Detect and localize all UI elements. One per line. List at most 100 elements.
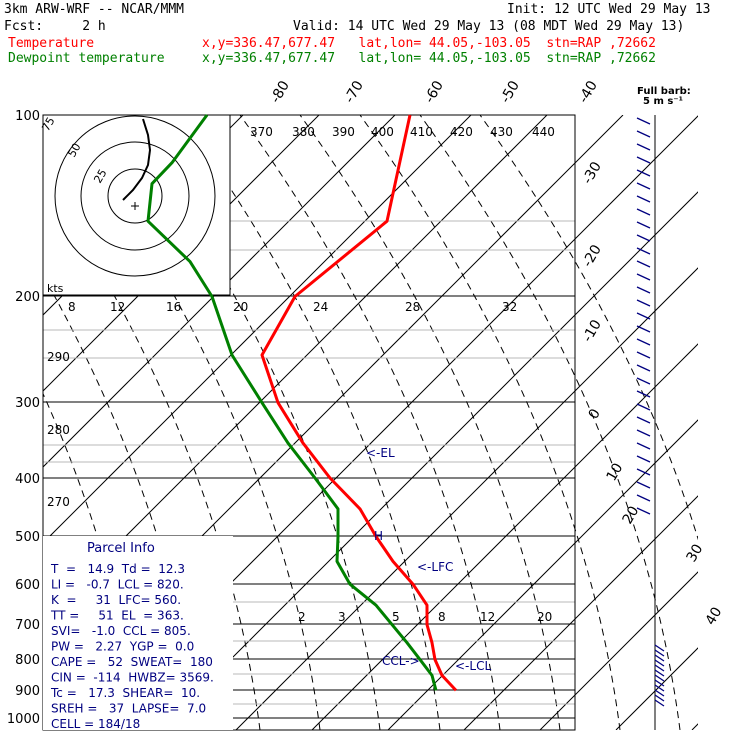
parcel-info-row: Tc = 17.3 SHEAR= 10.: [50, 686, 200, 700]
theta-e-label: 390: [332, 125, 355, 139]
parcel-info-row: SVI= -1.0 CCL = 805.: [51, 624, 191, 638]
theta-e-label: 400: [371, 125, 394, 139]
theta-e-label: 410: [410, 125, 433, 139]
isotherm: [159, 191, 698, 730]
mixing-ratio-label: 8: [438, 610, 446, 624]
hodograph-trace: [122, 118, 152, 201]
theta-label: 290: [47, 350, 70, 364]
lcl-marker: <-LCL: [455, 659, 491, 673]
parcel-info-background: [43, 536, 233, 730]
wind-barb: [636, 455, 651, 463]
isotherm: [235, 267, 698, 730]
wind-barb: [636, 221, 651, 229]
theta-e-label: 370: [250, 125, 273, 139]
mixing-ratio-labels: 2 3 5 8 12 20: [298, 610, 552, 624]
wind-legend-title: Full barb:: [637, 86, 691, 97]
wind-barb: [636, 143, 651, 151]
wind-barb: [636, 507, 651, 515]
hodograph-ring-label: 50: [65, 141, 83, 160]
hodograph-axis-label: 12: [110, 300, 125, 314]
theta-e-label: 420: [450, 125, 473, 139]
isotherm-label: -30: [580, 159, 605, 187]
isotherm: [615, 647, 698, 730]
pressure-tick-label: 200: [15, 290, 40, 305]
theta-label: 280: [47, 423, 70, 437]
isotherm: [539, 571, 698, 730]
isotherm: [387, 419, 698, 730]
el-marker: <-EL: [366, 446, 395, 460]
wind-barb: [636, 208, 651, 216]
sounding-annotations: <-EL <-LFC CCL-> <-LCL H: [366, 446, 491, 673]
wind-barb: [636, 325, 651, 333]
wind-barb: [636, 195, 651, 203]
isotherm-right-labels: -30 -20 -10 0 10 20 30 40: [580, 159, 726, 628]
wind-barb: [654, 654, 665, 662]
isotherm-label: 40: [703, 605, 726, 628]
wind-barb: [636, 351, 651, 359]
wind-barb: [636, 364, 651, 372]
mixing-ratio-label: 5: [392, 610, 400, 624]
hodograph-unit: kts: [47, 282, 64, 295]
wind-barb: [636, 299, 651, 307]
temperature-location: x,y=336.47,677.47 lat,lon= 44.05,-103.05…: [202, 36, 656, 51]
hodograph-axis-label: 16: [166, 300, 181, 314]
wind-barb: [636, 403, 651, 411]
wind-barb: [654, 679, 665, 687]
wind-barb: [636, 130, 651, 138]
dewpoint-legend-label: Dewpoint temperature: [8, 51, 165, 66]
model-title: 3km ARW-WRF -- NCAR/MMM: [4, 2, 185, 17]
wind-barb: [654, 689, 665, 697]
dry-adiabat: [419, 115, 681, 730]
isotherm: [0, 115, 15, 730]
isotherm: [43, 115, 548, 620]
dry-adiabat: [239, 115, 501, 730]
pressure-tick-label: 300: [15, 396, 40, 411]
wind-barb: [636, 169, 651, 177]
mixing-ratio-label: 3: [338, 610, 346, 624]
isotherm-label: -10: [580, 317, 605, 345]
wind-barb: [636, 429, 651, 437]
mixing-ratio-label: 20: [537, 610, 552, 624]
wind-barb: [636, 494, 651, 502]
wind-barb: [636, 286, 651, 294]
init-time: Init: 12 UTC Wed 29 May 13: [507, 2, 711, 17]
dry-adiabat: [479, 115, 698, 541]
theta-label: 270: [47, 495, 70, 509]
wind-barb: [636, 117, 651, 125]
wind-barb: [654, 644, 665, 652]
hodograph-axis-label: 8: [68, 300, 76, 314]
hodograph-axis-label: 32: [502, 300, 517, 314]
hodograph-axis-label: 20: [233, 300, 248, 314]
mixing-ratio-label: 12: [480, 610, 495, 624]
forecast-hour: Fcst: 2 h: [4, 19, 106, 34]
isotherm: [463, 495, 698, 730]
isotherm-label: -80: [268, 78, 293, 106]
hodograph-ring-50: [80, 141, 190, 251]
parcel-info-row: TT = 51 EL = 363.: [50, 609, 184, 623]
wind-barb: [654, 664, 665, 672]
pressure-tick-label: 600: [15, 578, 40, 593]
wind-barb: [636, 312, 651, 320]
isotherm-label: 0: [586, 406, 604, 422]
wind-barb: [654, 694, 665, 702]
dry-adiabat: [359, 115, 621, 730]
theta-e-labels: 370 380 390 400 410 420 430 440: [250, 125, 555, 139]
pressure-tick-label: 1000: [7, 712, 40, 727]
temperature-line: [260, 114, 458, 692]
valid-time: Valid: 14 UTC Wed 29 May 13 (08 MDT Wed …: [293, 19, 685, 34]
wind-barb: [636, 481, 651, 489]
parcel-info-row: CELL = 184/18: [51, 717, 140, 731]
parcel-info-row: LI = -0.7 LCL = 820.: [51, 578, 184, 592]
hodograph-axis-label: 28: [405, 300, 420, 314]
parcel-info-row: SREH = 37 LAPSE= 7.0: [51, 702, 206, 716]
parcel-info-row: CIN = -114 HWBZ= 3569.: [51, 671, 214, 685]
wind-barb: [654, 669, 665, 677]
wind-barb: [654, 649, 665, 657]
lfc-marker: <-LFC: [417, 560, 453, 574]
isotherm: [43, 115, 396, 468]
isotherm-label: 30: [684, 542, 707, 565]
h-marker: H: [374, 529, 383, 543]
pressure-tick-label: 500: [15, 530, 40, 545]
wind-barb: [636, 234, 651, 242]
pressure-tick-label: 900: [15, 684, 40, 699]
